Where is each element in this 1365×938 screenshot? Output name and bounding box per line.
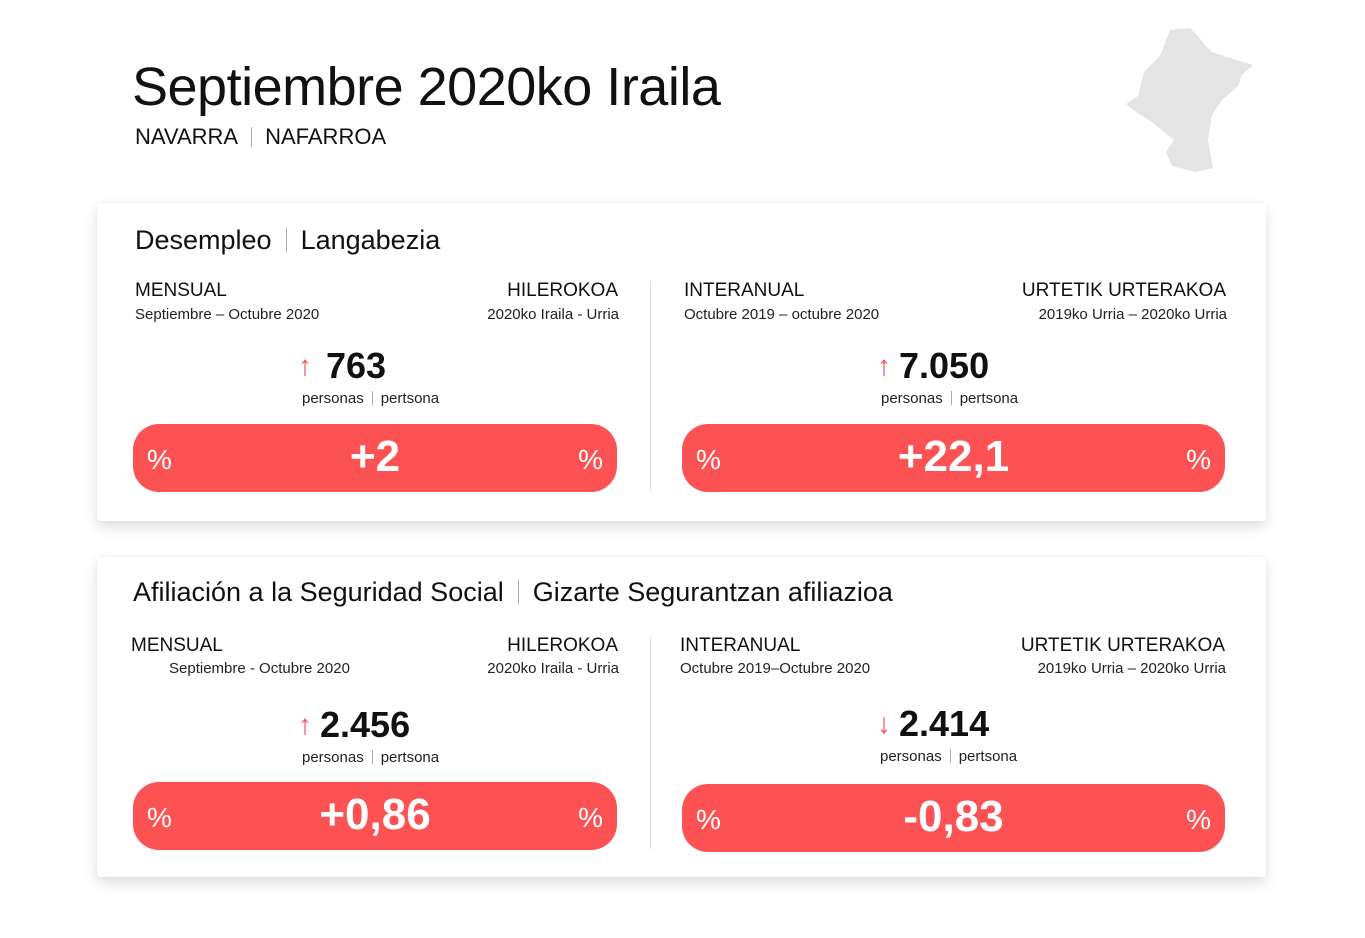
column-divider	[650, 281, 651, 491]
unit-eu: pertsona	[959, 390, 1019, 407]
percent-value: +22,1	[897, 432, 1010, 481]
percent-icon: %	[147, 802, 172, 833]
yearly-period-eu: 2019ko Urria – 2020ko Urria	[1038, 306, 1227, 323]
percent-pill: % +2%	[133, 424, 617, 492]
title-es: Desempleo	[135, 225, 272, 255]
title-es: Afiliación a la Seguridad Social	[133, 577, 504, 607]
unit-es: personas	[302, 390, 364, 407]
yearly-value: ↓ 2.414	[877, 703, 989, 745]
arrow-up-icon: ↑	[298, 709, 312, 740]
monthly-label-es: MENSUAL	[135, 280, 227, 301]
column-divider	[650, 637, 651, 849]
percent-pill: % -0,83%	[682, 784, 1225, 852]
unemployment-card: Desempleo Langabezia MENSUAL Septiembre –…	[97, 203, 1266, 521]
unit-es: personas	[880, 748, 942, 765]
arrow-up-icon: ↑	[298, 350, 312, 381]
card-title: Afiliación a la Seguridad Social Gizarte …	[133, 577, 893, 608]
monthly-label-eu: HILEROKOA	[507, 280, 618, 301]
monthly-period-es: Septiembre – Octubre 2020	[135, 306, 320, 323]
social-security-card: Afiliación a la Seguridad Social Gizarte …	[97, 557, 1266, 877]
monthly-label-eu: HILEROKOA	[507, 635, 618, 656]
monthly-period-es: Septiembre - Octubre 2020	[169, 660, 350, 677]
percent-icon: %	[1186, 804, 1211, 835]
percent-value: +2	[349, 432, 401, 481]
navarra-map-icon	[1126, 28, 1253, 172]
units: personas pertsona	[302, 749, 439, 766]
separator	[950, 391, 952, 405]
yearly-label-eu: URTETIK URTERAKOA	[1020, 635, 1225, 656]
separator	[371, 391, 373, 405]
unit-eu: pertsona	[380, 390, 440, 407]
percent-icon: %	[147, 444, 172, 475]
separator	[285, 228, 287, 252]
separator	[949, 749, 951, 763]
percent-icon: %	[578, 444, 603, 475]
percent-icon: %	[696, 804, 721, 835]
yearly-value: ↑ 7.050	[877, 345, 989, 387]
unit-es: personas	[881, 390, 943, 407]
value: 763	[326, 345, 387, 386]
percent-pill: % +0,86%	[133, 782, 617, 850]
units: personas pertsona	[302, 390, 439, 407]
region-eu: NAFARROA	[265, 124, 387, 149]
units: personas pertsona	[881, 390, 1018, 407]
value: 7.050	[899, 345, 990, 386]
page-title: Septiembre 2020ko Iraila	[132, 57, 721, 117]
monthly-period-eu: 2020ko Iraila - Urria	[487, 660, 619, 677]
percent-value: -0,83	[903, 792, 1004, 841]
yearly-label-es: INTERANUAL	[684, 280, 805, 301]
monthly-value: ↑ 763	[298, 345, 386, 387]
yearly-period-eu: 2019ko Urria – 2020ko Urria	[1037, 660, 1226, 677]
percent-pill: % +22,1%	[682, 424, 1225, 492]
separator	[517, 580, 519, 604]
yearly-label-eu: URTETIK URTERAKOA	[1021, 280, 1226, 301]
value: 2.414	[899, 703, 990, 744]
percent-value: +0,86	[319, 790, 431, 839]
percent-icon: %	[578, 802, 603, 833]
unit-eu: pertsona	[380, 749, 440, 766]
monthly-label-es: MENSUAL	[131, 635, 223, 656]
monthly-value: ↑ 2.456	[298, 704, 410, 746]
unit-eu: pertsona	[958, 748, 1018, 765]
yearly-label-es: INTERANUAL	[680, 635, 801, 656]
region-es: NAVARRA	[135, 124, 239, 149]
monthly-period-eu: 2020ko Iraila - Urria	[487, 306, 619, 323]
title-eu: Langabezia	[300, 225, 441, 255]
arrow-up-icon: ↑	[877, 350, 891, 381]
separator	[251, 127, 253, 147]
yearly-period-es: Octubre 2019–Octubre 2020	[680, 660, 871, 677]
arrow-down-icon: ↓	[877, 708, 891, 739]
units: personas pertsona	[880, 748, 1017, 765]
yearly-period-es: Octubre 2019 – octubre 2020	[684, 306, 880, 323]
title-eu: Gizarte Segurantzan afiliazioa	[532, 577, 893, 607]
region-label: NAVARRA NAFARROA	[135, 124, 386, 150]
separator	[371, 750, 373, 764]
unit-es: personas	[302, 749, 364, 766]
percent-icon: %	[696, 444, 721, 475]
card-title: Desempleo Langabezia	[135, 225, 440, 256]
percent-icon: %	[1186, 444, 1211, 475]
value: 2.456	[320, 704, 411, 745]
